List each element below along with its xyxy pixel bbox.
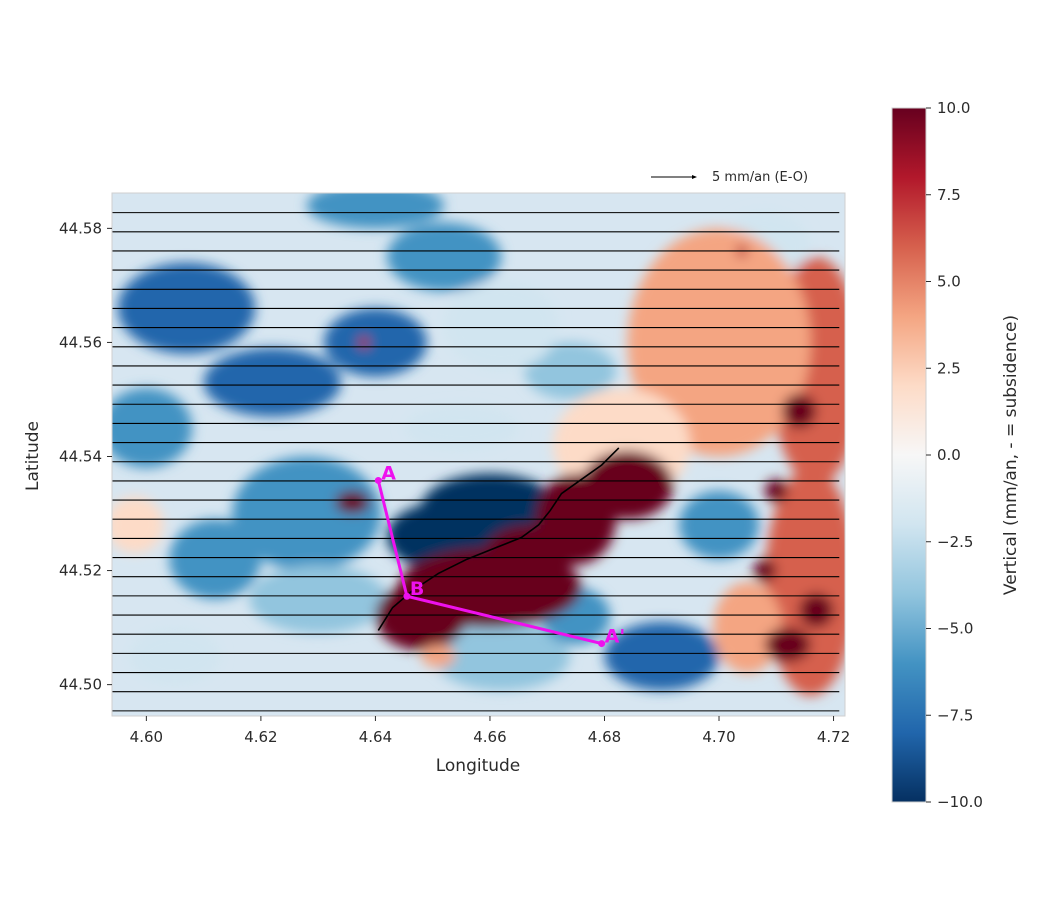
field-blob [764, 467, 845, 697]
colorbar-tick-label: 7.5 [937, 186, 961, 204]
field-blob [323, 308, 427, 377]
x-axis: 4.60 4.62 4.64 4.66 4.68 4.70 4.72 [130, 716, 850, 746]
profile-point-label: A [381, 462, 396, 484]
colorbar-tick-label: 0.0 [937, 446, 961, 464]
field-blob [713, 581, 783, 674]
field-blob [129, 627, 221, 685]
profile-points [374, 476, 606, 648]
fault-trace [377, 447, 620, 631]
field-blob [249, 564, 387, 634]
field-blob [753, 559, 777, 582]
field-blob [432, 621, 571, 691]
field-blob [627, 228, 811, 457]
x-tick-label: 4.64 [359, 728, 392, 746]
field-blob [404, 405, 519, 451]
x-tick-label: 4.60 [130, 728, 163, 746]
x-tick-label: 4.66 [473, 728, 506, 746]
colorbar-label: Vertical (mm/an, - = subsidence) [1001, 315, 1021, 595]
x-tick-label: 4.70 [702, 728, 735, 746]
x-tick-label: 4.62 [244, 728, 277, 746]
field-blob [112, 388, 193, 468]
field-blob [232, 456, 382, 571]
profile-point [374, 476, 382, 484]
field-blob [335, 490, 370, 514]
colorbar: 10.0 7.5 5.0 2.5 0.0 −2.5 −5.0 −7.5 −10.0 Vertic… [891, 99, 1021, 811]
field-blob [764, 627, 811, 662]
y-tick-label: 44.56 [59, 333, 102, 351]
field-blob [203, 348, 342, 417]
field-blob [169, 519, 261, 600]
x-tick-label: 4.68 [588, 728, 621, 746]
field-blob [386, 222, 502, 292]
profile-point [598, 640, 606, 648]
colorbar-gradient [891, 107, 927, 803]
arrow-key-label: 5 mm/an (E-O) [712, 170, 808, 185]
colorbar-tick-label: −10.0 [937, 793, 983, 811]
profile-point [403, 592, 411, 600]
field-blob [112, 496, 164, 554]
field-blob [306, 193, 445, 229]
field-blob [581, 450, 674, 520]
displacement-arrows [112, 212, 840, 712]
x-axis-label: Longitude [436, 756, 521, 776]
field-blob [604, 621, 720, 691]
field-blob [358, 336, 370, 349]
y-tick-label: 44.54 [59, 447, 102, 465]
profile-point-label: A' [605, 626, 626, 648]
field-blob [678, 490, 760, 560]
y-axis: 44.50 44.52 44.54 44.56 44.58 [59, 219, 112, 694]
x-tick-label: 4.72 [817, 728, 850, 746]
profile-point-label: B [410, 578, 424, 600]
colorbar-tick-label: 5.0 [937, 273, 961, 291]
field-blob [799, 593, 834, 628]
field-blob [764, 479, 788, 503]
map-panel: ABA' 4.60 4.62 4.64 4.66 4.68 4.70 4.72 44.504… [23, 192, 850, 776]
arrow-key: 5 mm/an (E-O) [651, 170, 808, 185]
y-tick-label: 44.58 [59, 219, 102, 237]
plot-frame [111, 192, 846, 717]
colorbar-tick-label: 2.5 [937, 359, 961, 377]
field-blob [375, 581, 468, 651]
colorbar-tick-label: 10.0 [937, 99, 970, 117]
field-blobs [112, 193, 845, 697]
colorbar-tick-label: −7.5 [937, 706, 973, 724]
field-blob [782, 393, 817, 428]
field-blob [444, 279, 559, 371]
arrow-key-head [692, 175, 697, 179]
y-tick-label: 44.50 [59, 676, 102, 694]
y-tick-label: 44.52 [59, 562, 102, 580]
field-blob [484, 524, 576, 582]
profile-labels: A B A' [381, 462, 625, 647]
y-axis-label: Latitude [23, 421, 43, 491]
heatmap-field [112, 193, 845, 716]
colorbar-tick-label: −2.5 [937, 533, 973, 551]
field-blob [421, 644, 456, 668]
colorbar-tick-label: −5.0 [937, 620, 973, 638]
colorbar-ticks: 10.0 7.5 5.0 2.5 0.0 −2.5 −5.0 −7.5 −10.0 [926, 99, 983, 811]
